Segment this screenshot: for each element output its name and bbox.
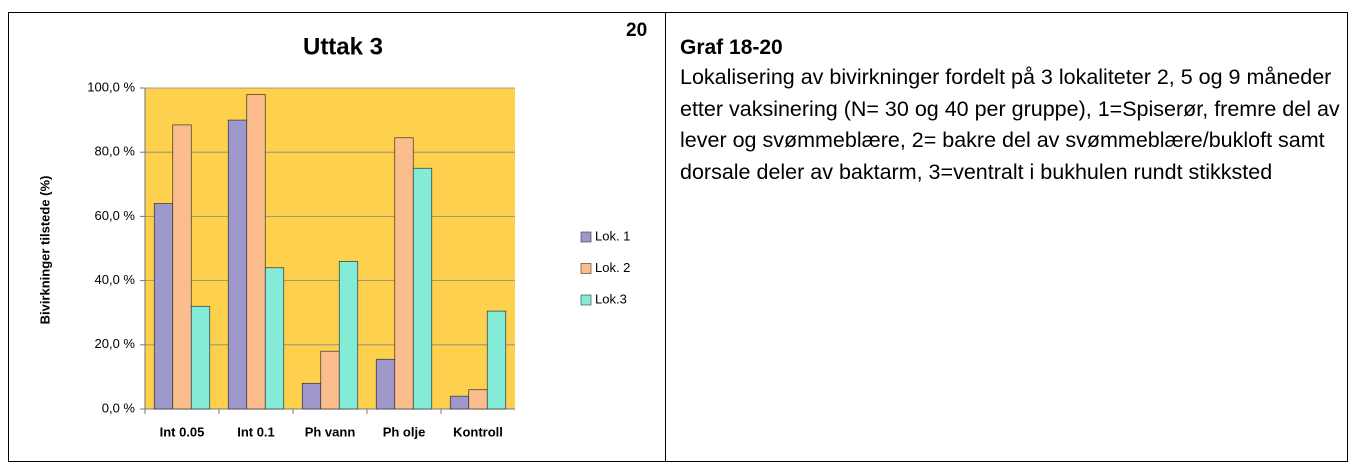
x-tick-label: Ph olje [383,424,426,439]
y-tick-label: 0,0 % [102,400,136,415]
legend-label: Lok. 2 [595,260,630,275]
bar [320,350,340,410]
bar [246,94,266,410]
bar [172,124,192,410]
legend-swatch [580,231,592,243]
x-tick-label: Ph vann [305,424,356,439]
bar [486,310,507,410]
x-tick-label: Kontroll [453,424,503,439]
table-border [8,12,1348,462]
legend-label: Lok.3 [595,291,627,306]
bar [468,389,488,410]
caption-title: Graf 18-20 [680,36,783,59]
figure-number: 20 [626,20,648,41]
legend-swatch [580,294,592,306]
x-tick-label: Int 0.1 [237,424,275,439]
bar [449,395,470,410]
caption-text: Lokalisering av bivirkninger fordelt på … [680,65,1340,184]
y-tick-label: 60,0 % [95,208,136,223]
y-axis-label: Bivirkninger tilstede (%) [37,176,52,325]
chart: Uttak 3 Bivirkninger tilstede (%) 0,0 % 2… [37,33,630,439]
y-tick-label: 100,0 % [87,79,135,94]
y-tick-label: 20,0 % [95,336,136,351]
bar [338,260,359,410]
y-tick-label: 80,0 % [95,144,136,159]
bar [301,382,322,410]
chart-title: Uttak 3 [303,33,383,60]
bar [375,358,396,410]
bar [394,137,414,410]
legend-label: Lok. 1 [595,228,630,243]
bar [264,267,285,410]
bar [190,305,211,410]
legend-swatch [580,263,592,274]
bar [153,203,174,410]
bar [412,167,433,410]
cell-divider [665,12,666,462]
bar [227,119,248,410]
x-tick-label: Int 0.05 [160,424,205,439]
y-tick-label: 40,0 % [95,272,136,287]
